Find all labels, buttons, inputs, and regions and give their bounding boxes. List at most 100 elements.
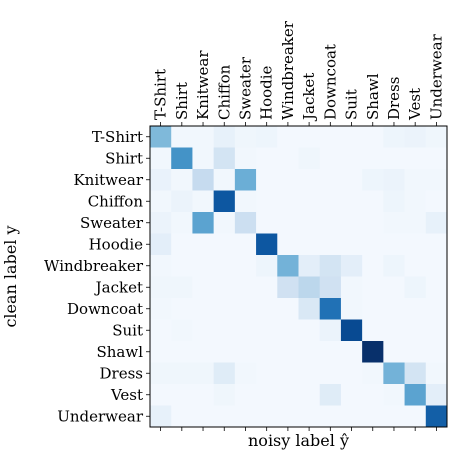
heatmap-cell bbox=[383, 384, 405, 406]
x-tick-label: T-Shirt bbox=[152, 69, 170, 120]
heatmap-cell bbox=[234, 126, 257, 148]
heatmap-cell bbox=[383, 341, 405, 363]
heatmap-cell bbox=[362, 341, 384, 363]
heatmap-cell bbox=[425, 255, 448, 277]
heatmap-cell bbox=[277, 255, 299, 277]
heatmap-cell bbox=[213, 169, 236, 191]
heatmap-cell bbox=[362, 319, 384, 342]
heatmap-cell bbox=[213, 362, 236, 385]
heatmap-cell bbox=[277, 319, 299, 342]
heatmap-cell bbox=[234, 190, 257, 213]
heatmap-cell bbox=[234, 147, 257, 170]
x-tick-label: Windbreaker bbox=[279, 20, 297, 120]
y-tick-label: Underwear bbox=[57, 407, 144, 425]
heatmap-cell bbox=[319, 341, 342, 363]
heatmap-cell bbox=[404, 384, 427, 406]
x-tick-label: Underwear bbox=[427, 33, 445, 120]
heatmap-cell bbox=[256, 233, 278, 256]
heatmap-cell bbox=[298, 341, 321, 363]
heatmap-cell bbox=[362, 255, 384, 277]
heatmap-cell bbox=[340, 147, 363, 170]
heatmap-cell bbox=[234, 276, 257, 299]
heatmap-cell bbox=[234, 212, 257, 234]
heatmap-cell bbox=[383, 147, 405, 170]
heatmap-cell bbox=[213, 255, 236, 277]
heatmap-cell bbox=[256, 190, 278, 213]
heatmap-cell bbox=[171, 319, 193, 342]
heatmap-cell bbox=[150, 126, 172, 148]
heatmap-cell bbox=[256, 255, 278, 277]
heatmap-cell bbox=[425, 147, 448, 170]
heatmap-cell bbox=[383, 255, 405, 277]
heatmap-cell bbox=[213, 298, 236, 320]
heatmap-cell bbox=[319, 147, 342, 170]
heatmap-cell bbox=[234, 319, 257, 342]
y-tick-label: Vest bbox=[110, 386, 143, 404]
heatmap-cell bbox=[383, 362, 405, 385]
heatmap-cell bbox=[171, 190, 193, 213]
heatmap-cell bbox=[192, 233, 215, 256]
heatmap-cell bbox=[277, 169, 299, 191]
heatmap-cell bbox=[362, 405, 384, 428]
heatmap-cell bbox=[150, 384, 172, 406]
y-tick-label: Chiffon bbox=[88, 192, 144, 210]
heatmap-cell bbox=[362, 212, 384, 234]
heatmap-cell bbox=[425, 233, 448, 256]
y-axis-label: clean label y bbox=[1, 225, 20, 327]
heatmap-cell bbox=[234, 384, 257, 406]
heatmap-cell bbox=[192, 126, 215, 148]
heatmap-cell bbox=[150, 255, 172, 277]
heatmap-cell bbox=[192, 362, 215, 385]
heatmap-cells bbox=[150, 126, 448, 428]
heatmap-cell bbox=[213, 147, 236, 170]
x-axis-label: noisy label ŷ bbox=[248, 431, 349, 450]
y-tick-label: Hoodie bbox=[89, 235, 144, 253]
heatmap-cell bbox=[404, 255, 427, 277]
heatmap-cell bbox=[277, 190, 299, 213]
heatmap-cell bbox=[362, 384, 384, 406]
heatmap-cell bbox=[298, 255, 321, 277]
x-tick-label: Vest bbox=[406, 88, 424, 121]
heatmap-cell bbox=[404, 276, 427, 299]
heatmap-cell bbox=[340, 298, 363, 320]
heatmap-cell bbox=[192, 298, 215, 320]
heatmap-cell bbox=[404, 190, 427, 213]
heatmap-cell bbox=[298, 276, 321, 299]
heatmap-cell bbox=[171, 384, 193, 406]
heatmap-cell bbox=[298, 169, 321, 191]
heatmap-cell bbox=[256, 147, 278, 170]
heatmap-cell bbox=[213, 126, 236, 148]
heatmap-cell bbox=[171, 233, 193, 256]
heatmap-cell bbox=[319, 255, 342, 277]
heatmap-cell bbox=[319, 405, 342, 428]
heatmap-cell bbox=[404, 298, 427, 320]
x-tick-label: Knitwear bbox=[194, 50, 212, 120]
heatmap-cell bbox=[425, 362, 448, 385]
y-tick-label: Suit bbox=[112, 321, 143, 339]
y-tick-label: T-Shirt bbox=[92, 128, 143, 146]
heatmap-cell bbox=[383, 298, 405, 320]
heatmap-cell bbox=[340, 319, 363, 342]
y-tick-label: Jacket bbox=[94, 278, 143, 296]
heatmap-cell bbox=[256, 298, 278, 320]
x-tick-label: Dress bbox=[385, 77, 403, 120]
heatmap-cell bbox=[298, 362, 321, 385]
heatmap-cell bbox=[404, 319, 427, 342]
heatmap-cell bbox=[362, 276, 384, 299]
heatmap-cell bbox=[192, 255, 215, 277]
heatmap-cell bbox=[150, 233, 172, 256]
heatmap-cell bbox=[256, 362, 278, 385]
heatmap-cell bbox=[150, 298, 172, 320]
heatmap-cell bbox=[298, 212, 321, 234]
heatmap-cell bbox=[150, 319, 172, 342]
y-tick-label: Knitwear bbox=[73, 171, 143, 189]
heatmap-cell bbox=[192, 341, 215, 363]
heatmap-cell bbox=[383, 405, 405, 428]
heatmap-cell bbox=[213, 384, 236, 406]
heatmap-cell bbox=[340, 212, 363, 234]
x-tick-label: Downcoat bbox=[321, 44, 339, 120]
heatmap-cell bbox=[340, 255, 363, 277]
x-tick-label: Suit bbox=[343, 89, 361, 120]
heatmap-cell bbox=[277, 405, 299, 428]
x-tick-label: Shawl bbox=[364, 73, 382, 120]
